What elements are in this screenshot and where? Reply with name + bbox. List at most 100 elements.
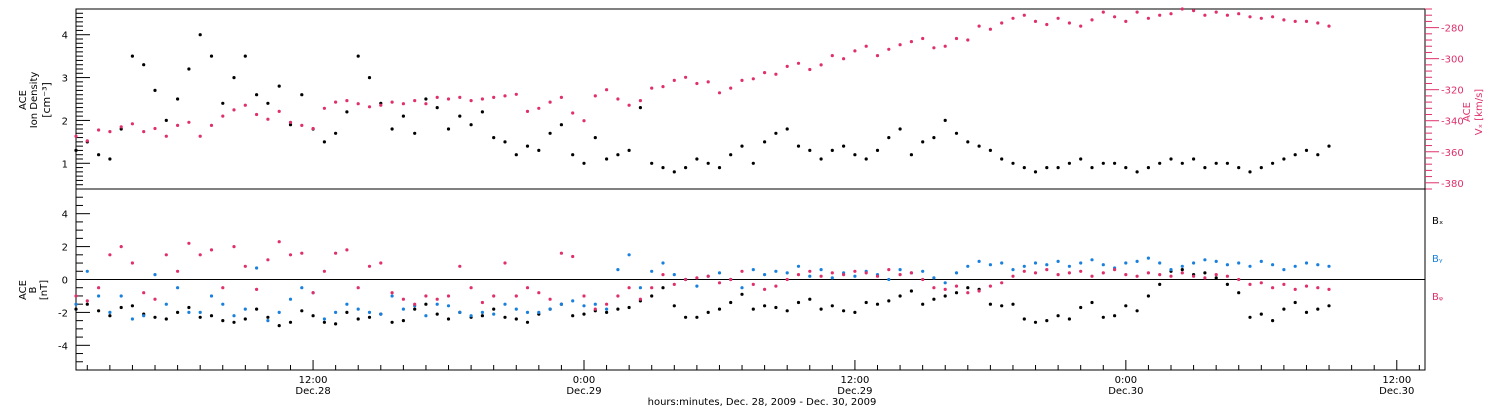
bx-point [1304, 310, 1309, 314]
bz-point [130, 261, 134, 265]
vx-point [1135, 10, 1139, 14]
bz-point [796, 273, 801, 277]
by-point [492, 312, 496, 316]
density-point [774, 131, 778, 135]
by-point [74, 302, 78, 306]
by-point [796, 264, 801, 268]
by-point [1079, 261, 1083, 265]
by-point [819, 268, 823, 272]
bz-point [198, 253, 202, 257]
density-point [932, 136, 936, 140]
bx-point [334, 322, 338, 326]
bx-point [864, 300, 868, 305]
vx-point [130, 122, 134, 126]
bx-point [1180, 268, 1184, 272]
density-point [413, 131, 417, 135]
density-point [684, 166, 688, 170]
vx-point [503, 94, 507, 98]
density-point [717, 166, 722, 170]
density-point [616, 153, 620, 157]
bx-point [966, 286, 970, 290]
density-point [593, 136, 597, 140]
density-point [808, 148, 812, 152]
bx-point [1259, 312, 1263, 316]
bx-point [1248, 315, 1252, 319]
density-point [345, 110, 349, 114]
density-point [1293, 153, 1297, 157]
b-tick-label: 2 [62, 243, 68, 254]
vx-point [627, 103, 631, 107]
by-point [424, 314, 428, 318]
bz-point [187, 241, 191, 245]
vx-point [492, 95, 496, 99]
legend: Bₓ Bᵧ Bᵩ [1432, 216, 1443, 303]
bx-point [875, 302, 880, 306]
vx-point [1124, 19, 1128, 23]
vx-point [1248, 15, 1252, 19]
bz-point [1124, 273, 1128, 277]
by-point [1124, 261, 1128, 265]
bx-point [525, 320, 530, 324]
by-point [1248, 264, 1252, 268]
by-point [503, 302, 507, 306]
bx-point [909, 289, 914, 293]
density-point [548, 131, 552, 135]
by-point [774, 269, 778, 273]
bx-point [1056, 314, 1060, 318]
density-point [672, 170, 676, 174]
by-point [1067, 264, 1071, 268]
density-point [729, 153, 733, 157]
vx-point [1079, 24, 1083, 28]
by-point [390, 294, 394, 298]
bz-point [480, 300, 484, 305]
vx-point [1022, 13, 1026, 17]
bx-point [706, 310, 710, 314]
density-point [1090, 166, 1094, 170]
vx-point [593, 94, 597, 98]
bz-point [1203, 276, 1207, 280]
density-point [97, 153, 101, 157]
density-point [243, 54, 247, 58]
by-point [559, 302, 564, 306]
density-point [367, 76, 372, 80]
bz-point [672, 282, 676, 286]
by-point [1011, 268, 1015, 272]
bz-point [288, 253, 293, 257]
vx-point [842, 57, 846, 61]
density-point [288, 123, 293, 127]
date-tick-label: Dec.29 [837, 386, 872, 397]
vx-point [232, 108, 236, 112]
by-point [164, 302, 168, 306]
bz-point [830, 271, 834, 275]
by-point [1259, 259, 1263, 263]
bottom-left-label-line-1: ACE [18, 280, 29, 300]
density-point [176, 97, 180, 101]
bz-point [548, 297, 552, 301]
bx-point [198, 315, 202, 319]
density-point [221, 101, 225, 105]
density-point [1033, 170, 1038, 174]
density-point [853, 153, 857, 157]
density-point [559, 123, 564, 127]
density-point [988, 148, 993, 152]
bz-point [322, 269, 326, 273]
density-point [108, 157, 112, 161]
by-point [255, 266, 259, 270]
vx-tick-label: -280 [1441, 24, 1464, 35]
bx-point [717, 307, 722, 311]
density-point [458, 114, 462, 118]
bz-point [763, 287, 767, 291]
vx-point [921, 36, 925, 41]
bz-point [469, 286, 473, 290]
bx-point [424, 302, 428, 306]
bx-point [605, 310, 609, 314]
bz-point [446, 294, 451, 298]
vx-point [322, 106, 326, 110]
density-point [763, 140, 767, 144]
density-point [1248, 170, 1252, 174]
bx-point [887, 299, 891, 303]
bz-point [1067, 271, 1071, 275]
density-point [142, 63, 146, 67]
vx-point [176, 123, 180, 127]
bx-point [232, 320, 236, 324]
